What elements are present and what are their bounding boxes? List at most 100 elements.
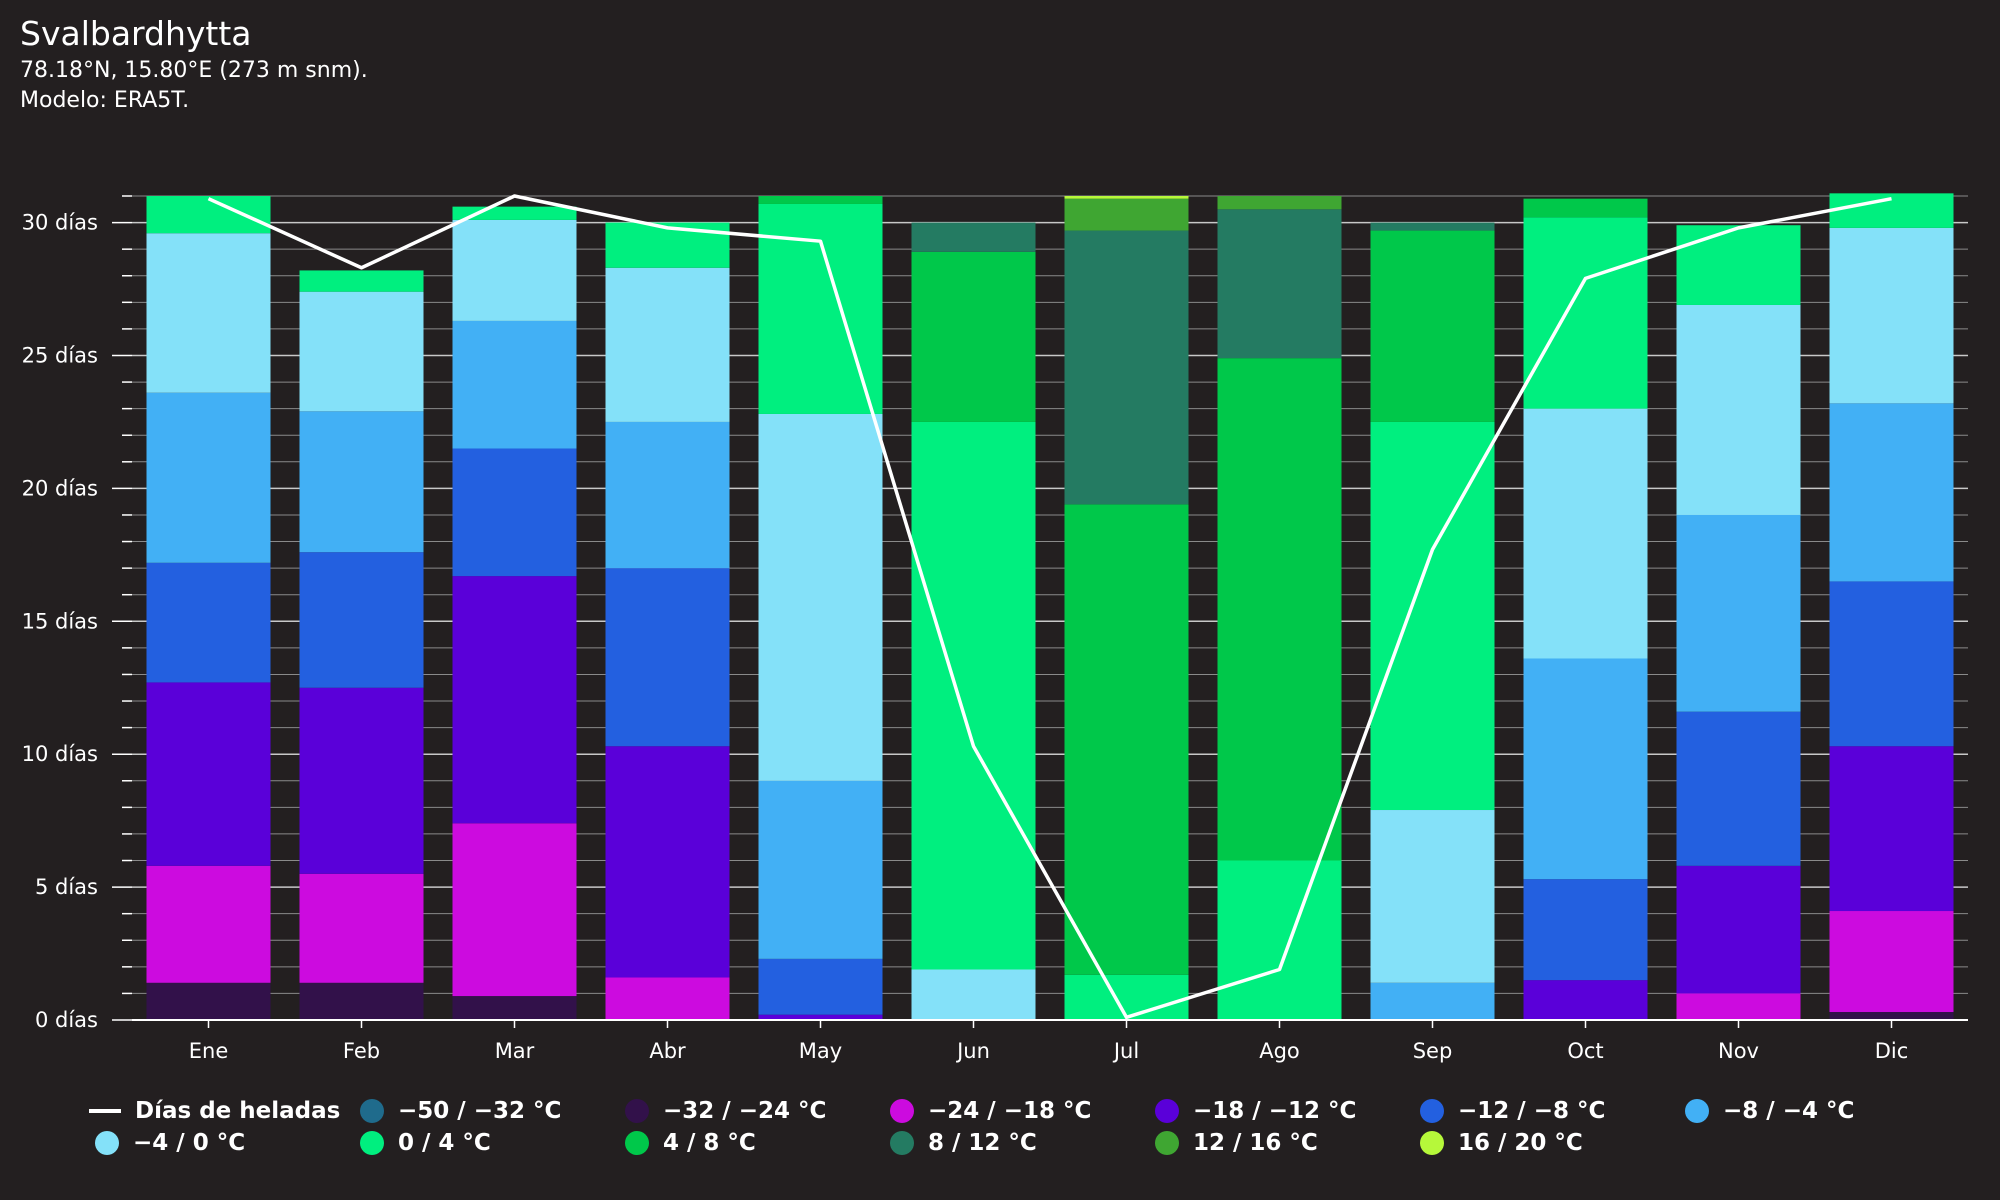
bar-segment (452, 320, 577, 449)
bar-segment (452, 576, 577, 824)
bar-segment (758, 780, 883, 959)
bar-segment (1370, 230, 1495, 422)
bar-segment (1829, 403, 1954, 582)
legend-label: −8 / −4 °C (1723, 1098, 1855, 1124)
bar-segment (605, 568, 730, 747)
bar-segment (1370, 982, 1495, 1020)
legend-item: −32 / −24 °C (625, 1098, 890, 1124)
bar-segment (452, 823, 577, 997)
y-tick-label: 20 días (22, 476, 98, 500)
x-tick-label: Jul (1112, 1039, 1139, 1063)
legend-label: 4 / 8 °C (663, 1130, 756, 1156)
bar-segment (146, 982, 271, 1020)
legend-label: −24 / −18 °C (928, 1098, 1092, 1124)
bar-segment (1676, 225, 1801, 305)
legend-label: −50 / −32 °C (398, 1098, 562, 1124)
legend: Días de heladas −50 / −32 °C −32 / −24 °C −… (89, 1098, 1975, 1156)
legend-swatch (360, 1099, 384, 1123)
bar-segment (1064, 504, 1189, 975)
bar-segment (1829, 1012, 1954, 1020)
bar-segment (911, 222, 1036, 252)
legend-swatch (1155, 1131, 1179, 1155)
bar-segment (758, 413, 883, 781)
bar-segment (1829, 193, 1954, 228)
bar-segment (452, 996, 577, 1020)
bar-segment (605, 267, 730, 422)
bar-segment (1217, 860, 1342, 1020)
x-tick-label: Ene (189, 1039, 229, 1063)
legend-label: 12 / 16 °C (1193, 1130, 1318, 1156)
bar-segment (1523, 658, 1648, 880)
x-tick-label: Abr (649, 1039, 686, 1063)
bar-segment (299, 873, 424, 983)
legend-swatch (1420, 1099, 1444, 1123)
bar-segment (1829, 911, 1954, 1013)
bar-segment (146, 865, 271, 983)
legend-swatch (625, 1099, 649, 1123)
y-tick-label: 25 días (22, 343, 98, 367)
bar-segment (299, 291, 424, 412)
bar-segment (1064, 974, 1189, 1020)
legend-label: −32 / −24 °C (663, 1098, 827, 1124)
legend-item: Días de heladas (89, 1098, 360, 1124)
bar-segment (299, 687, 424, 874)
bar-segment (299, 411, 424, 553)
bar-segment (299, 552, 424, 688)
chart-header: Svalbardhytta 78.18°N, 15.80°E (273 m sn… (20, 12, 368, 116)
legend-label: −12 / −8 °C (1458, 1098, 1606, 1124)
bar-segment (1523, 198, 1648, 218)
bar-segment (1217, 196, 1342, 210)
bar-segment (1064, 196, 1189, 199)
legend-item: 0 / 4 °C (360, 1130, 625, 1156)
bar-segment (911, 969, 1036, 1020)
model-subtitle: Modelo: ERA5T. (20, 88, 190, 113)
frost-days-line-group (207, 194, 1892, 1020)
legend-label: −4 / 0 °C (133, 1130, 246, 1156)
bar-segment (1370, 810, 1495, 983)
legend-label: Días de heladas (135, 1098, 341, 1124)
legend-item: −12 / −8 °C (1420, 1098, 1685, 1124)
bar-segment (911, 251, 1036, 422)
y-tick-label: 15 días (22, 609, 98, 633)
bar-segment (1676, 711, 1801, 866)
bar-segment (299, 982, 424, 1020)
bar-segment (1676, 993, 1801, 1020)
bar-segment (758, 196, 883, 204)
bar-segment (299, 270, 424, 292)
bar-segment (1064, 198, 1189, 231)
axes: 0 días 5 días 10 días 15 días 20 días 25 días… (22, 195, 1968, 1063)
bar-segment (1676, 514, 1801, 712)
bar-segment (146, 196, 271, 234)
x-tick-label: Dic (1875, 1039, 1909, 1063)
legend-item: −24 / −18 °C (890, 1098, 1155, 1124)
bar-segment (1523, 879, 1648, 981)
x-tick-label: Mar (495, 1039, 535, 1063)
bar-segment (1523, 980, 1648, 1020)
bar-segment (1523, 217, 1648, 409)
x-tick-label: Feb (343, 1039, 380, 1063)
legend-label: 16 / 20 °C (1458, 1130, 1583, 1156)
legend-swatch (89, 1109, 121, 1113)
bar-segment (146, 682, 271, 866)
y-tick-label: 30 días (22, 211, 98, 235)
location-subtitle: 78.18°N, 15.80°E (273 m snm). (20, 58, 368, 83)
legend-label: −18 / −12 °C (1193, 1098, 1357, 1124)
legend-swatch (95, 1131, 119, 1155)
bar-segment (1829, 227, 1954, 404)
x-tick-label: Sep (1413, 1039, 1453, 1063)
bar-segment (605, 977, 730, 1020)
grid-lines (132, 195, 1968, 994)
bar-segment (758, 958, 883, 1015)
legend-swatch (1155, 1099, 1179, 1123)
bar-segment (1217, 358, 1342, 861)
bar-segment (452, 448, 577, 577)
x-tick-label: Oct (1567, 1039, 1603, 1063)
legend-item: 12 / 16 °C (1155, 1130, 1420, 1156)
bar-segment (1370, 222, 1495, 231)
legend-label: 8 / 12 °C (928, 1130, 1037, 1156)
bar-segment (911, 421, 1036, 970)
legend-item: 4 / 8 °C (625, 1130, 890, 1156)
bar-segment (1523, 408, 1648, 659)
bar-segment (1064, 230, 1189, 505)
x-tick-label: Nov (1718, 1039, 1759, 1063)
